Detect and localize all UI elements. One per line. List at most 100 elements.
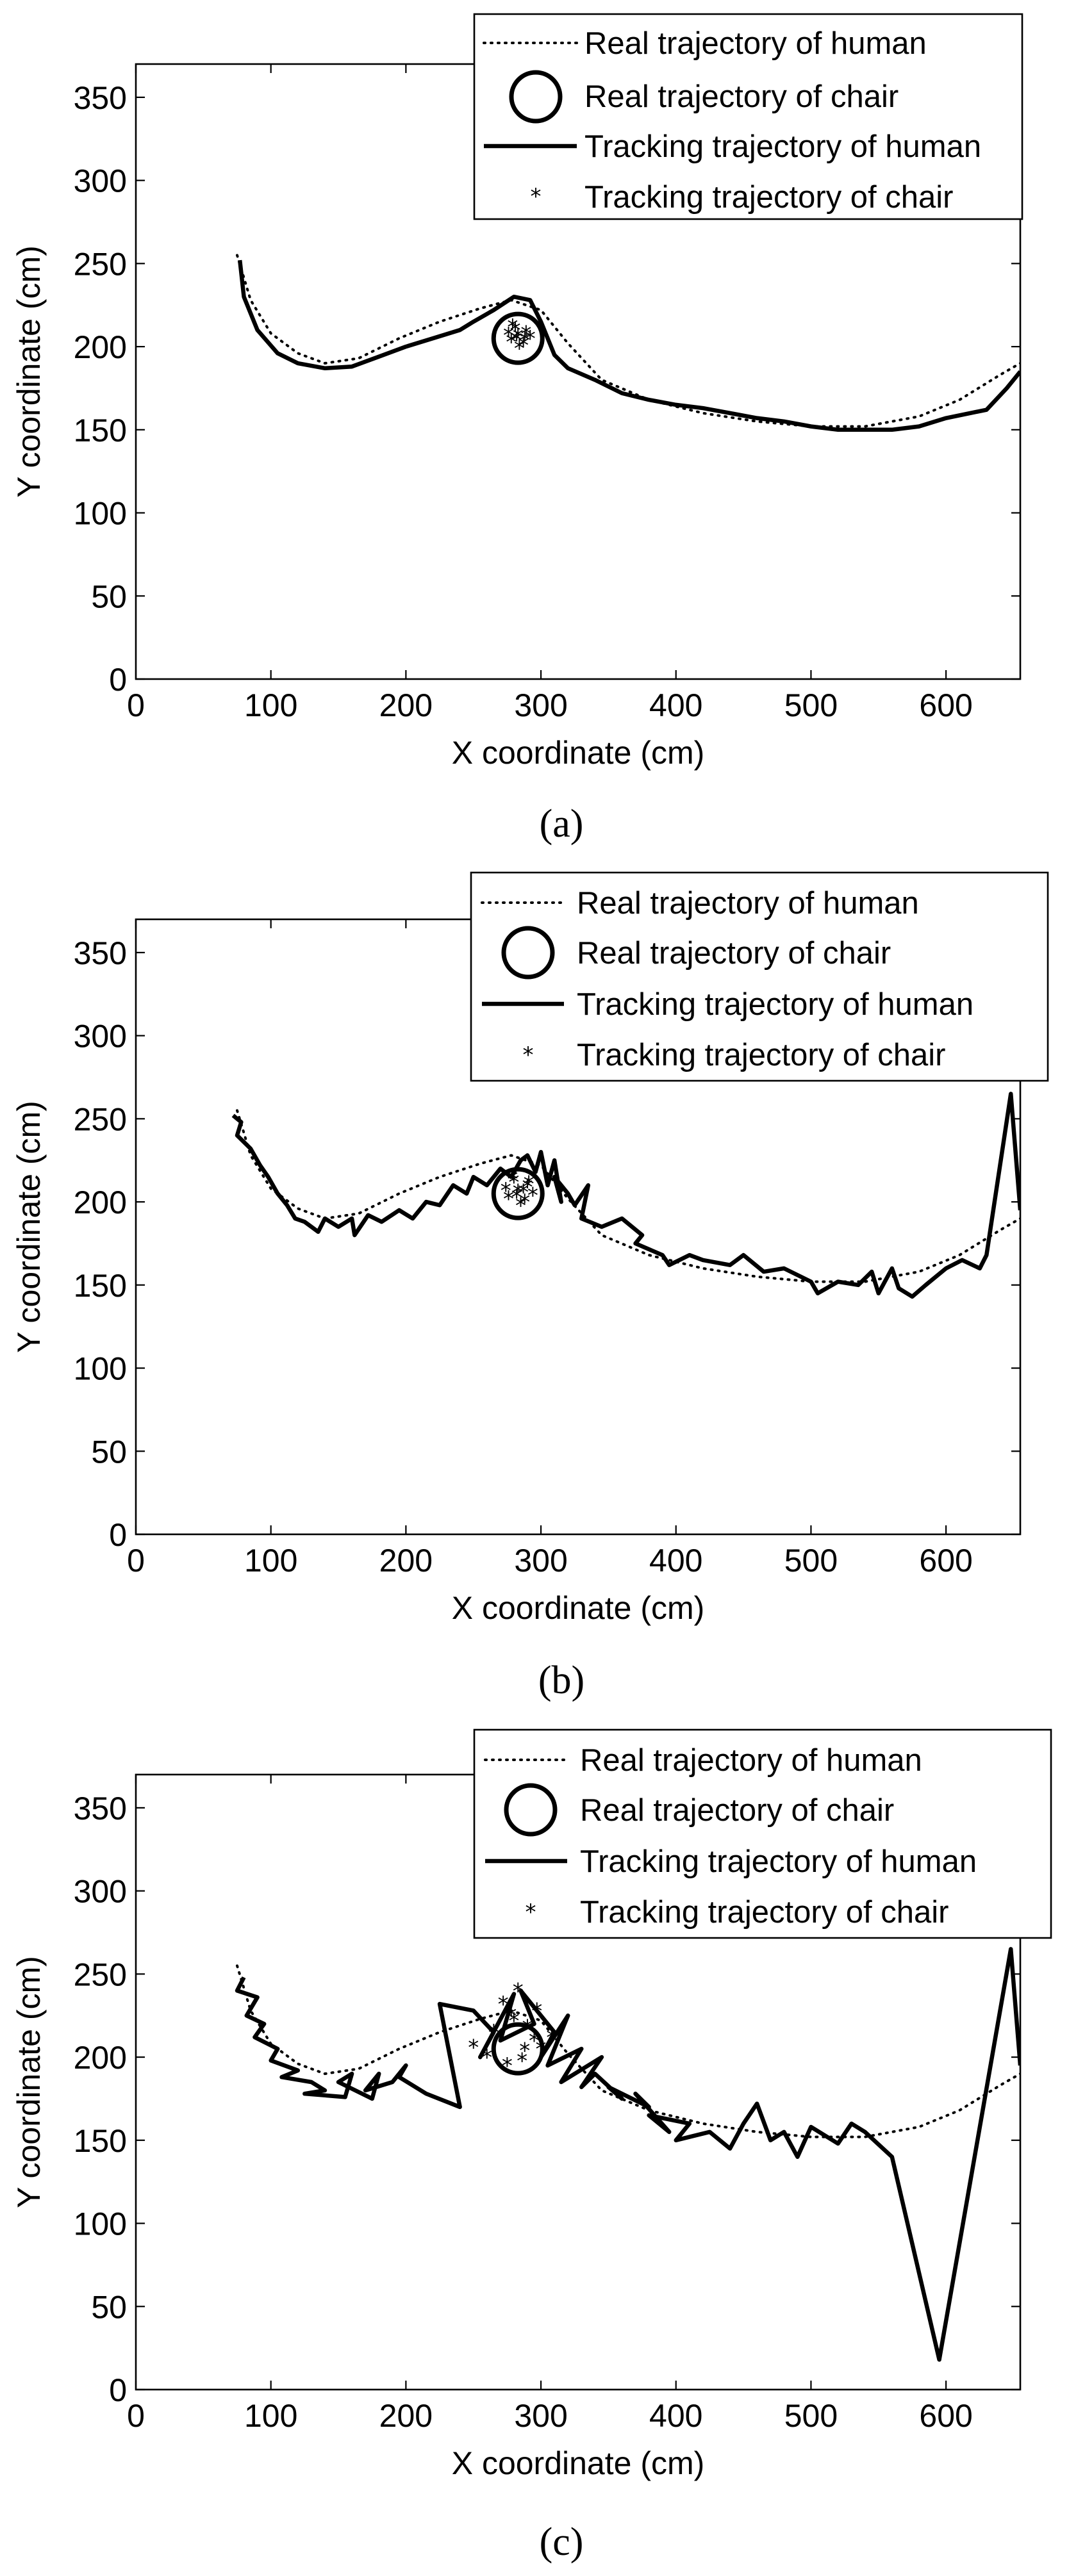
- panel-label: (c): [540, 2520, 584, 2564]
- tracking-chair-point: *: [531, 1998, 542, 2024]
- y-tick-label: 250: [74, 246, 127, 282]
- legend-label-real-human: Real trajectory of human: [584, 26, 927, 61]
- x-tick-label: 100: [244, 687, 297, 723]
- tracking-human-trajectory: [235, 1947, 1020, 2362]
- x-tick-label: 200: [379, 2398, 433, 2434]
- y-tick-label: 150: [74, 413, 127, 448]
- legend-label-track-human: Tracking trajectory of human: [580, 1844, 977, 1879]
- legend-label-real-chair: Real trajectory of chair: [584, 79, 899, 114]
- tracking-chair-point: *: [506, 329, 517, 355]
- y-tick-label: 250: [74, 1101, 127, 1137]
- legend-box: [470, 871, 1049, 1082]
- tracking-chair-point: *: [525, 326, 536, 352]
- x-tick-label: 300: [514, 687, 567, 723]
- x-tick-label: 400: [649, 687, 702, 723]
- tracking-chair-point: *: [510, 318, 521, 343]
- y-tick-label: 100: [74, 496, 127, 532]
- x-tick-label: 0: [127, 1543, 145, 1579]
- x-tick-label: 600: [919, 1543, 972, 1579]
- data-marks: ** **** *****: [236, 254, 1020, 432]
- legend-label-track-human: Tracking trajectory of human: [577, 987, 973, 1022]
- legend-label-track-chair: Tracking trajectory of chair: [584, 180, 954, 215]
- tracking-chair-point: *: [518, 332, 529, 358]
- y-tick-label: 0: [109, 662, 127, 698]
- x-tick-label: 500: [784, 1543, 838, 1579]
- x-axis-label: X coordinate (cm): [452, 2445, 705, 2481]
- tracking-chair-point: *: [508, 1170, 519, 1195]
- legend-track-chair-swatch: *: [526, 1899, 536, 1925]
- real-chair-marker: [491, 1167, 545, 1220]
- y-tick-label: 200: [74, 1185, 127, 1220]
- legend-label-track-chair: Tracking trajectory of chair: [577, 1038, 946, 1072]
- tracking-chair-point: *: [508, 2008, 519, 2034]
- legend-label-track-chair: Tracking trajectory of chair: [580, 1895, 949, 1930]
- x-tick-label: 500: [784, 2398, 838, 2434]
- axis-ticks: 0 100 200 300 400 500 600 0 50 100 150 200 250 300 350: [74, 919, 1020, 1579]
- chart-panel-c: *************** 0 100 200 300 400 500 600 0 50 10…: [11, 1728, 1052, 2564]
- legend: * Real trajectory of human Real trajecto…: [473, 13, 1023, 220]
- tracking-chair-point: *: [498, 1992, 509, 2017]
- tracking-chair-point: *: [503, 323, 514, 349]
- real-human-trajectory: [236, 254, 1020, 428]
- tracking-chair-point: *: [515, 1193, 526, 1218]
- chart-panel-b: ** **** *** *** 0 100 200 300 400 500 600 0 50 100 15…: [11, 871, 1049, 1702]
- tracking-chair-point: *: [514, 336, 525, 362]
- tracking-chair-point: *: [511, 1185, 522, 1210]
- tracking-chair-point: *: [513, 1180, 524, 1206]
- legend-label-real-human: Real trajectory of human: [580, 1743, 922, 1778]
- legend-label-track-human: Tracking trajectory of human: [584, 129, 981, 164]
- y-tick-label: 150: [74, 2123, 127, 2159]
- tracking-chair-point: *: [513, 1978, 524, 2004]
- x-tick-label: 300: [514, 2398, 567, 2434]
- y-axis-label: Y coordinate (cm): [11, 1956, 47, 2208]
- y-tick-label: 350: [74, 935, 127, 971]
- tracking-chair-point: *: [468, 2035, 479, 2061]
- x-tick-label: 400: [649, 2398, 702, 2434]
- x-tick-label: 500: [784, 687, 838, 723]
- y-tick-label: 0: [109, 2372, 127, 2408]
- x-axis-label: X coordinate (cm): [452, 1590, 705, 1626]
- y-tick-label: 350: [74, 80, 127, 116]
- legend-real-chair-swatch: [509, 70, 563, 124]
- tracking-chair-point: *: [519, 1190, 530, 1215]
- tracking-human-trajectory: [231, 1092, 1020, 1299]
- x-tick-label: 0: [127, 687, 145, 723]
- y-tick-label: 300: [74, 163, 127, 199]
- tracking-chair-point: *: [518, 1180, 529, 1206]
- tracking-chair-point: *: [481, 2045, 492, 2071]
- x-tick-label: 100: [244, 2398, 297, 2434]
- y-tick-label: 150: [74, 1268, 127, 1304]
- x-tick-label: 400: [649, 1543, 702, 1579]
- y-tick-label: 50: [91, 578, 127, 614]
- x-tick-label: 600: [919, 2398, 972, 2434]
- legend: * Real trajectory of human Real trajecto…: [470, 871, 1049, 1082]
- y-tick-label: 300: [74, 1019, 127, 1054]
- tracking-human-trajectory: [237, 259, 1020, 432]
- x-tick-label: 100: [244, 1543, 297, 1579]
- legend-track-chair-swatch: *: [531, 184, 542, 209]
- real-chair-marker: [491, 311, 545, 365]
- y-tick-label: 300: [74, 1874, 127, 1910]
- tracking-chair-point: *: [519, 2039, 530, 2064]
- tracking-chair-point: *: [520, 321, 531, 347]
- tracking-chair-point: *: [527, 1183, 538, 1209]
- x-axis-label: X coordinate (cm): [452, 735, 705, 771]
- axis-ticks: 0 100 200 300 400 500 600 0 50 100 150 200 250 300 350: [74, 64, 1020, 723]
- y-axis-label: Y coordinate (cm): [11, 1101, 47, 1353]
- y-tick-label: 100: [74, 1351, 127, 1387]
- legend-label-real-chair: Real trajectory of chair: [580, 1793, 894, 1828]
- y-tick-label: 0: [109, 1517, 127, 1553]
- chart-panel-a: ** **** ***** 0 100 200 300 400 500 600 0 50 100 150…: [11, 13, 1023, 846]
- x-tick-label: 200: [379, 687, 433, 723]
- panel-label: (a): [540, 802, 584, 846]
- data-marks: ***************: [235, 1947, 1020, 2362]
- y-tick-label: 200: [74, 329, 127, 365]
- axis-ticks: 0 100 200 300 400 500 600 0 50 100 150 200 250 300 350: [74, 1775, 1020, 2434]
- x-tick-label: 600: [919, 687, 972, 723]
- x-tick-label: 0: [127, 2398, 145, 2434]
- x-tick-label: 200: [379, 1543, 433, 1579]
- y-tick-label: 50: [91, 1434, 127, 1470]
- y-axis-label: Y coordinate (cm): [11, 245, 47, 498]
- legend-box: [473, 13, 1023, 220]
